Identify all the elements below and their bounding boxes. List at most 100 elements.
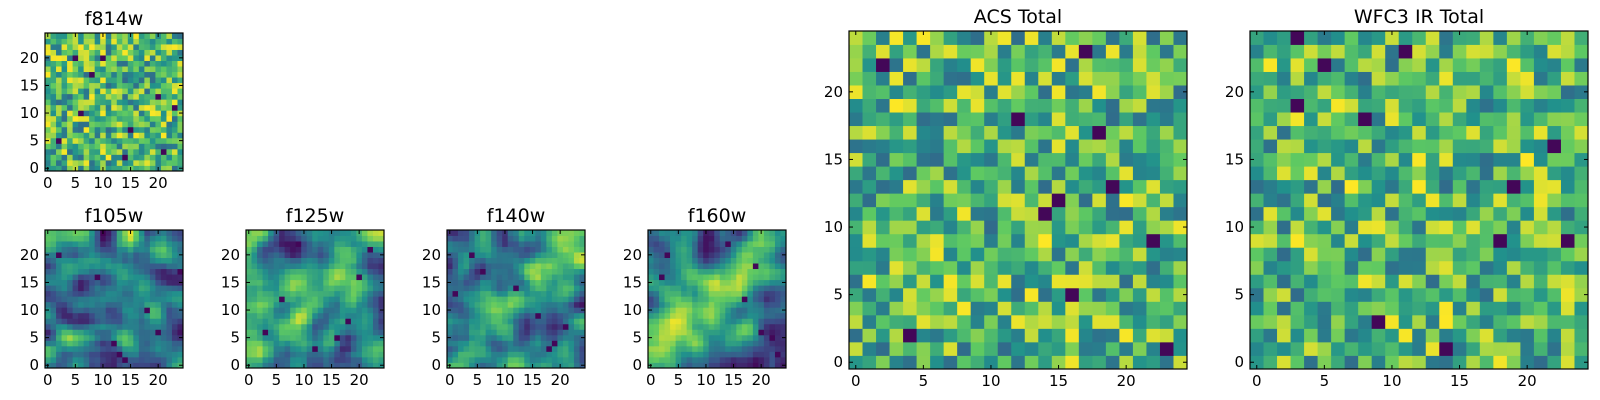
heatmap-cell bbox=[138, 33, 145, 39]
heatmap-cell bbox=[116, 137, 123, 144]
heatmap-cell bbox=[1092, 112, 1107, 127]
heatmap-cell bbox=[1159, 260, 1174, 275]
heatmap-cell bbox=[529, 340, 536, 347]
heatmap-cell bbox=[67, 126, 73, 133]
heatmap-cell bbox=[1304, 58, 1318, 72]
heatmap-cell bbox=[1290, 220, 1305, 235]
heatmap-cell bbox=[45, 49, 51, 56]
heatmap-cell bbox=[1250, 85, 1264, 99]
heatmap-cell bbox=[1493, 220, 1508, 235]
heatmap-cell bbox=[56, 55, 62, 61]
heatmap-cell bbox=[122, 252, 129, 258]
heatmap-cell bbox=[1466, 152, 1481, 167]
heatmap-cell bbox=[1371, 314, 1386, 329]
heatmap-cell bbox=[480, 246, 487, 253]
heatmap-cell bbox=[452, 318, 459, 325]
heatmap-cell bbox=[89, 279, 96, 286]
heatmap-cell bbox=[747, 323, 754, 330]
heatmap-cell bbox=[295, 279, 302, 286]
heatmap-cell bbox=[149, 93, 156, 100]
heatmap-cell bbox=[496, 318, 503, 325]
heatmap-cell bbox=[149, 115, 156, 122]
heatmap-cell bbox=[485, 235, 492, 242]
heatmap-cell bbox=[1132, 328, 1147, 343]
heatmap-cell bbox=[1574, 260, 1589, 275]
heatmap-cell bbox=[524, 345, 531, 352]
heatmap-cell bbox=[1520, 166, 1535, 181]
heatmap-cell bbox=[61, 110, 68, 117]
heatmap-cell bbox=[1533, 85, 1548, 99]
heatmap-cell bbox=[1412, 260, 1427, 275]
heatmap-cell bbox=[741, 301, 748, 308]
heatmap-cell bbox=[697, 323, 704, 330]
heatmap-cell bbox=[155, 329, 162, 336]
heatmap-cell bbox=[89, 104, 96, 111]
heatmap-cell bbox=[306, 279, 313, 286]
heatmap-cell bbox=[1385, 260, 1400, 275]
heatmap-cell bbox=[452, 362, 459, 369]
heatmap-cell bbox=[524, 235, 531, 242]
heatmap-cell bbox=[529, 334, 536, 341]
heatmap-cell bbox=[535, 301, 542, 308]
heatmap-cell bbox=[171, 351, 178, 358]
heatmap-cell bbox=[56, 274, 62, 281]
heatmap-cell bbox=[1146, 179, 1161, 194]
heatmap-cell bbox=[72, 246, 79, 253]
heatmap-cell bbox=[155, 82, 162, 89]
heatmap-cell bbox=[513, 323, 520, 330]
heatmap-cell bbox=[1092, 341, 1107, 356]
heatmap-cell bbox=[719, 307, 726, 314]
heatmap-cell bbox=[485, 334, 492, 341]
heatmap-cell bbox=[367, 301, 374, 308]
heatmap-cell bbox=[301, 274, 308, 281]
heatmap-cell bbox=[469, 301, 475, 308]
heatmap-cell bbox=[697, 296, 704, 303]
heatmap-cell bbox=[100, 82, 107, 89]
heatmap-cell bbox=[105, 263, 112, 270]
heatmap-cell bbox=[535, 257, 542, 264]
heatmap-cell bbox=[1024, 179, 1039, 194]
heatmap-cell bbox=[105, 345, 112, 352]
heatmap-cell bbox=[160, 143, 167, 150]
heatmap-cell bbox=[535, 318, 542, 325]
heatmap-cell bbox=[149, 318, 156, 325]
heatmap-cell bbox=[372, 246, 379, 253]
heatmap-cell bbox=[273, 296, 280, 303]
heatmap-cell bbox=[551, 345, 558, 352]
heatmap-cell bbox=[507, 257, 514, 264]
heatmap-cell bbox=[736, 230, 743, 236]
heatmap-cell bbox=[72, 296, 79, 303]
heatmap-cell bbox=[458, 235, 464, 242]
heatmap-cell bbox=[943, 206, 958, 221]
heatmap-cell bbox=[1493, 98, 1508, 113]
heatmap-cell bbox=[496, 362, 503, 369]
heatmap-cell bbox=[1466, 301, 1481, 316]
heatmap-cell bbox=[171, 38, 178, 45]
heatmap-cell bbox=[50, 268, 57, 275]
heatmap-cell bbox=[160, 252, 167, 258]
heatmap-cell bbox=[1038, 355, 1053, 370]
heatmap-cell bbox=[171, 279, 178, 286]
heatmap-cell bbox=[502, 307, 509, 314]
heatmap-cell bbox=[138, 71, 145, 78]
heatmap-cell bbox=[540, 263, 547, 270]
heatmap-cell bbox=[334, 263, 341, 270]
heatmap-cell bbox=[943, 233, 958, 248]
heatmap-cell bbox=[463, 312, 470, 319]
heatmap-cell bbox=[535, 334, 542, 341]
heatmap-cell bbox=[350, 268, 357, 275]
heatmap-cell bbox=[916, 341, 931, 356]
heatmap-cell bbox=[889, 206, 904, 221]
heatmap-cell bbox=[1493, 328, 1508, 343]
heatmap-cell bbox=[56, 88, 62, 95]
heatmap-cell bbox=[568, 290, 575, 297]
heatmap-cell bbox=[372, 290, 379, 297]
heatmap-cell bbox=[361, 246, 368, 253]
heatmap-cell bbox=[1263, 220, 1278, 235]
heatmap-cell bbox=[752, 340, 759, 347]
heatmap-cell bbox=[708, 257, 715, 264]
heatmap-cell bbox=[378, 246, 385, 253]
heatmap-cell bbox=[171, 82, 178, 89]
heatmap-cell bbox=[1506, 260, 1521, 275]
heatmap-cell bbox=[1398, 44, 1413, 59]
